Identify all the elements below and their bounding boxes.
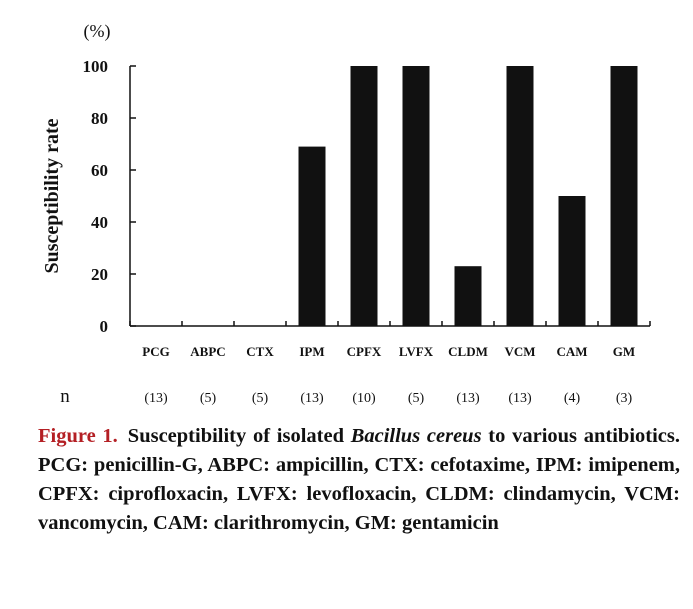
n-value-ipm: (13) [300,391,324,406]
x-tick-label-cpfx: CPFX [347,344,382,359]
x-tick-label-cldm: CLDM [448,344,488,359]
x-tick-label-gm: GM [613,344,635,359]
caption-text-before: Susceptibility of isolated [127,425,351,447]
y-tick-label-2: 40 [91,213,108,232]
n-value-lvfx: (5) [408,391,425,406]
x-axis-ticks [129,321,651,326]
x-tick-label-lvfx: LVFX [399,344,434,359]
x-tick-label-ctx: CTX [246,344,274,359]
figure-label: Figure 1. [38,425,118,447]
x-tick-label-ipm: IPM [299,344,324,359]
bar-cpfx [350,66,378,326]
x-tick-label-cam: CAM [556,344,587,359]
y-axis-ticks: 0 20 40 60 80 100 [83,57,136,336]
y-tick-label-4: 80 [91,109,108,128]
n-value-cam: (4) [564,391,581,406]
x-tick-label-pcg: PCG [142,344,169,359]
y-tick-label-3: 60 [91,161,108,180]
n-row-label: n [60,386,70,407]
bar-cam [558,196,586,326]
y-axis-label: Susceptibility rate [41,118,63,273]
y-tick-label-1: 20 [91,265,108,284]
bars [298,66,638,326]
n-value-cpfx: (10) [352,391,376,406]
y-tick-label-0: 0 [100,317,109,336]
n-value-ctx: (5) [252,391,269,406]
figure-caption: Figure 1. Susceptibility of isolated Baci… [38,422,680,538]
x-axis-labels: PCG ABPC CTX IPM CPFX LVFX CLDM VCM CAM GM [142,344,635,359]
y-tick-label-5: 100 [83,57,109,76]
n-value-gm: (3) [616,391,633,406]
bar-vcm [506,66,534,326]
n-value-cldm: (13) [456,391,480,406]
bar-lvfx [402,66,430,326]
bar-gm [610,66,638,326]
bar-cldm [454,266,482,326]
caption-species: Bacillus cereus [350,425,482,447]
caption-text-after: to various antibiotics. PCG: penicillin-… [38,425,680,534]
n-value-abpc: (5) [200,391,217,406]
x-tick-label-vcm: VCM [504,344,535,359]
n-value-vcm: (13) [508,391,532,406]
n-values-row: (13) (5) (5) (13) (10) (5) (13) (13) (4) (3) [144,391,632,406]
x-tick-label-abpc: ABPC [190,344,225,359]
bar-ipm [298,146,326,326]
y-axis-unit: (%) [84,21,111,42]
n-value-pcg: (13) [144,391,168,406]
bar-chart: (%) Susceptibility rate 0 20 40 60 80 100 PCG… [41,21,651,407]
